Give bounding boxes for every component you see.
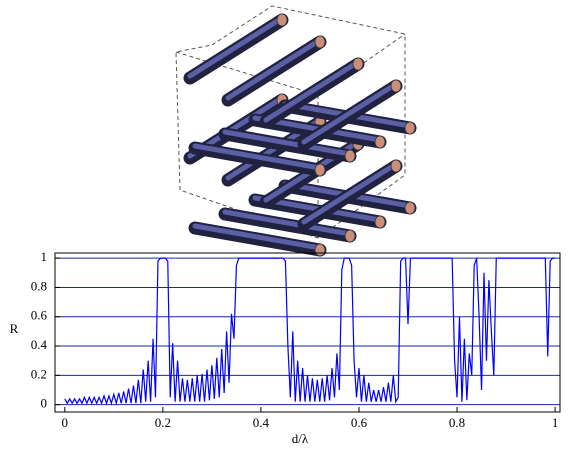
- rod-end: [390, 159, 402, 173]
- rod-highlight: [187, 15, 285, 79]
- y-tick-label: 0.2: [31, 366, 47, 381]
- plot-frame: [54, 252, 561, 413]
- y-tick-label: 1: [41, 249, 48, 264]
- x-axis-label: d/λ: [292, 431, 309, 446]
- rod-end: [352, 57, 364, 71]
- rod-end: [314, 163, 326, 177]
- rod-end: [314, 243, 326, 257]
- rod-end: [404, 121, 416, 135]
- rod-highlight: [301, 81, 399, 145]
- woodpile-illustration: [175, 5, 417, 257]
- x-tick-label: 0: [62, 415, 69, 430]
- rod-highlight: [263, 59, 361, 123]
- x-tick-label: 0.6: [351, 415, 368, 430]
- cube-edge: [175, 5, 406, 239]
- y-tick-label: 0.4: [31, 337, 48, 352]
- y-tick-label: 0.6: [31, 308, 48, 323]
- data-line: [64, 257, 556, 406]
- rod-highlight: [301, 161, 399, 225]
- rod-end: [374, 215, 386, 229]
- rod-highlight: [192, 143, 323, 171]
- rod-highlight: [222, 209, 353, 237]
- rod-end: [344, 229, 356, 243]
- x-tick-label: 0.2: [155, 415, 171, 430]
- x-tick-label: 0.8: [449, 415, 465, 430]
- rod-end: [390, 79, 402, 93]
- y-axis-label: R: [10, 321, 19, 336]
- rod-highlight: [192, 223, 323, 251]
- x-tick-label: 1: [552, 415, 559, 430]
- rod-end: [276, 13, 288, 27]
- y-tick-label: 0.8: [31, 278, 47, 293]
- rod-end: [344, 149, 356, 163]
- rod-highlight: [225, 37, 323, 101]
- cube-edge: [175, 51, 319, 96]
- y-tick-label: 0: [41, 396, 48, 411]
- x-tick-label: 0.4: [253, 415, 270, 430]
- rod-end: [404, 201, 416, 215]
- rod-end: [374, 135, 386, 149]
- rod-highlight: [222, 129, 353, 157]
- rod-end: [314, 35, 326, 49]
